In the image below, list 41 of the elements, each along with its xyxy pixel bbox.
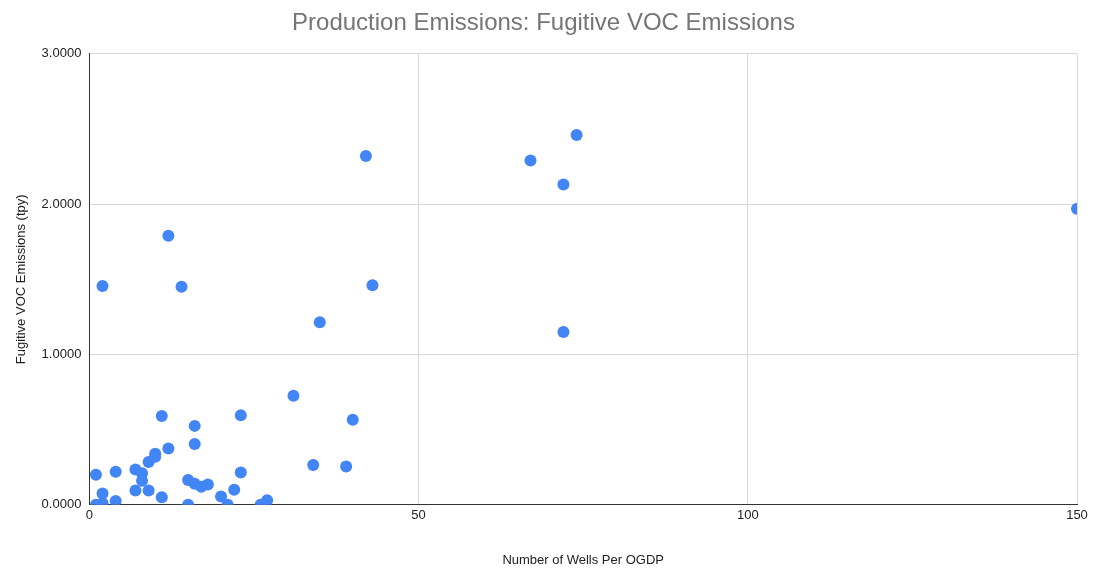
point [109, 465, 122, 478]
point [109, 495, 122, 505]
point [96, 280, 109, 293]
y-tick-label: 0.0000 [41, 496, 82, 512]
point [175, 280, 188, 293]
y-axis-title: Fugitive VOC Emissions (tpy) [13, 194, 29, 365]
x-tick-label: 100 [736, 507, 759, 523]
point [228, 483, 241, 496]
x-tick-label: 150 [1066, 507, 1088, 523]
y-tick-label: 2.0000 [41, 195, 82, 211]
point [359, 150, 372, 163]
point [162, 442, 175, 455]
point [155, 410, 168, 423]
point [201, 478, 214, 491]
point [340, 460, 353, 473]
point [188, 419, 201, 432]
x-tick-label: 0 [85, 507, 93, 523]
y-tick-label: 1.0000 [41, 346, 82, 362]
x-axis-title: Number of Wells Per OGDP [502, 551, 664, 567]
point [234, 409, 247, 422]
point [570, 128, 583, 141]
point [155, 491, 168, 504]
point [524, 154, 537, 167]
point [313, 316, 326, 329]
point [89, 468, 102, 481]
chart-title: Production Emissions: Fugitive VOC Emissions [292, 8, 795, 36]
point [307, 458, 320, 471]
point [162, 229, 175, 242]
point [287, 389, 300, 402]
point [129, 484, 142, 497]
point [557, 178, 570, 191]
point [346, 413, 359, 426]
point [188, 437, 201, 450]
point [366, 279, 379, 292]
point [142, 484, 155, 497]
point [557, 325, 570, 338]
y-tick-label: 3.0000 [41, 45, 82, 61]
point [215, 490, 228, 503]
point [261, 494, 274, 505]
x-tick-label: 50 [411, 507, 426, 523]
point [234, 466, 247, 479]
